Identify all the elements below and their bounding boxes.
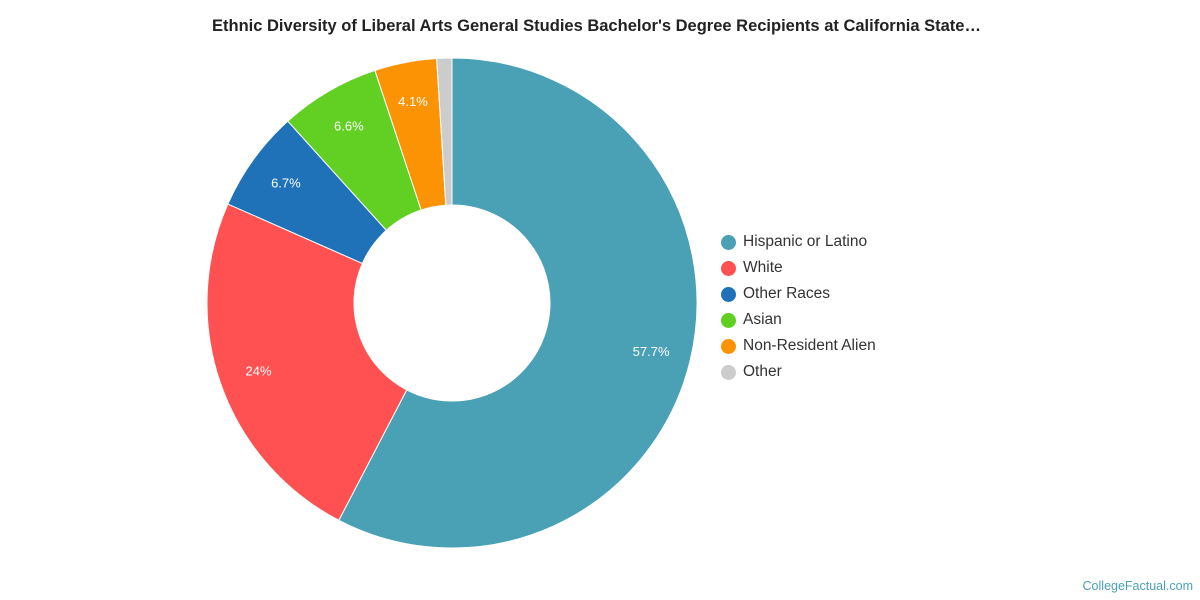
legend-item-white[interactable]: White: [721, 255, 876, 281]
legend-swatch-icon: [721, 260, 736, 276]
data-label-hispanic-or-latino: 57.7%: [633, 344, 670, 359]
legend-label: Other: [743, 363, 782, 380]
data-label-white: 24%: [246, 363, 272, 378]
data-label-non-resident-alien: 4.1%: [398, 94, 428, 109]
legend-label: Non-Resident Alien: [743, 337, 876, 354]
data-label-other-races: 6.7%: [271, 175, 301, 190]
slice-other[interactable]: [436, 57, 453, 206]
data-label-asian: 6.6%: [334, 118, 364, 133]
legend-swatch-icon: [721, 364, 736, 380]
legend: Hispanic or Latino White Other Races Asi…: [721, 229, 876, 385]
chart-title: Ethnic Diversity of Liberal Arts General…: [212, 17, 981, 35]
legend-item-asian[interactable]: Asian: [721, 307, 876, 333]
legend-item-non-resident-alien[interactable]: Non-Resident Alien: [721, 333, 876, 359]
slice-hispanic-or-latino[interactable]: [338, 57, 698, 549]
legend-swatch-icon: [721, 312, 736, 328]
legend-item-other-races[interactable]: Other Races: [721, 281, 876, 307]
legend-swatch-icon: [721, 338, 736, 354]
legend-swatch-icon: [721, 234, 736, 250]
legend-item-other[interactable]: Other: [721, 359, 876, 385]
legend-label: Hispanic or Latino: [743, 233, 868, 250]
legend-item-hispanic-or-latino[interactable]: Hispanic or Latino: [721, 229, 876, 255]
slice-white[interactable]: [206, 203, 408, 521]
source-credit-link[interactable]: CollegeFactual.com: [1082, 579, 1193, 593]
legend-label: Other Races: [743, 285, 831, 302]
legend-label: White: [743, 259, 783, 276]
legend-label: Asian: [743, 311, 782, 328]
legend-swatch-icon: [721, 286, 736, 302]
